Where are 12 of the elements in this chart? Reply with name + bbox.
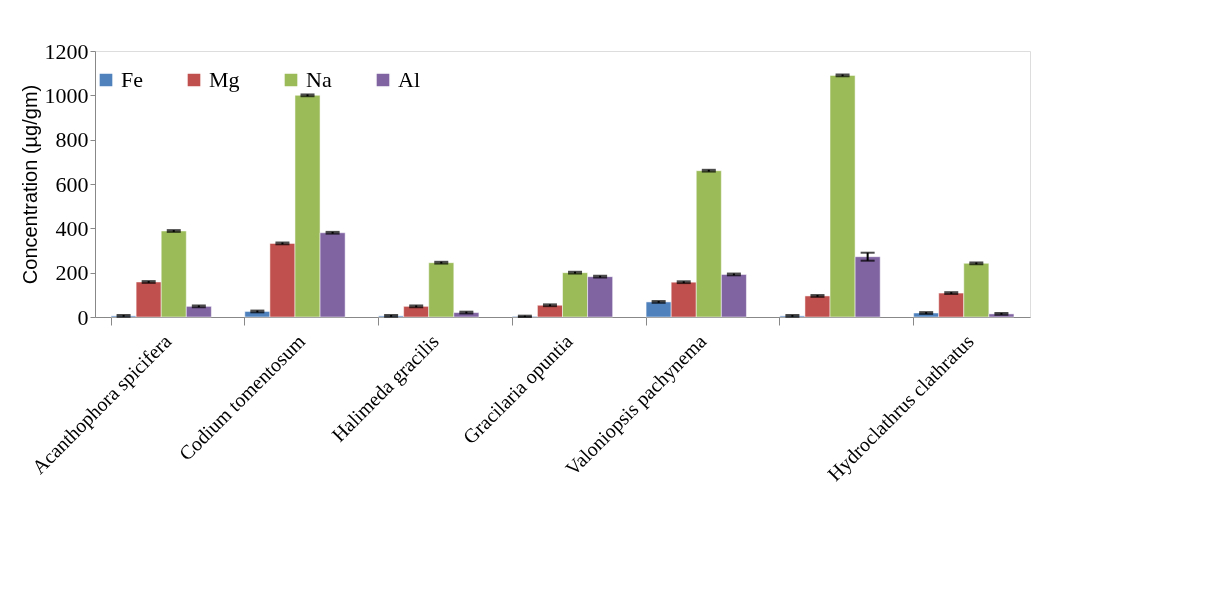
legend-label: Mg	[209, 67, 240, 92]
y-axis-title: Concentration (µg/gm)	[18, 84, 41, 285]
y-tick-label: 200	[55, 260, 89, 286]
y-tick-label: 400	[55, 215, 89, 241]
legend-label: Al	[398, 67, 420, 92]
y-tick-label: 800	[55, 127, 89, 153]
y-tick-label: 1000	[44, 82, 89, 108]
y-tick-label: 1200	[44, 38, 89, 64]
legend-label: Na	[306, 67, 332, 92]
legend-label: Fe	[121, 67, 143, 92]
y-tick-label: 600	[55, 171, 89, 197]
y-tick-label: 0	[77, 304, 89, 330]
